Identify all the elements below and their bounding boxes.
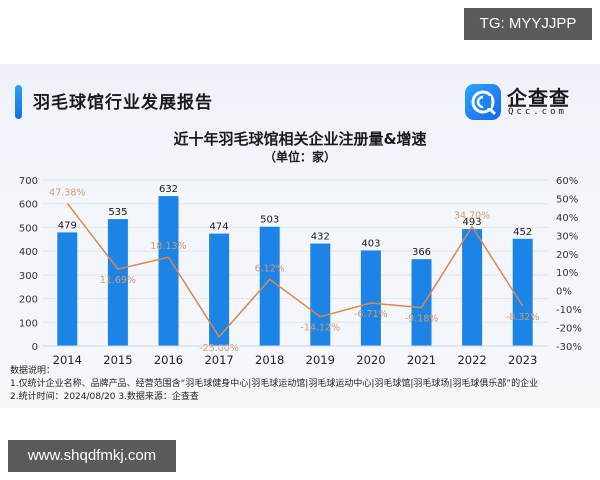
watermark-bottom: www.shqdfmkj.com [8, 440, 176, 472]
combo-chart: 0 100 200 300 400 500 600 700 -30% -20% -10% 0% 10% 2… [19, 176, 582, 364]
report-card: 羽毛球馆行业发展报告 企查查 Qcc.com 近十年羽毛球馆相关企业注册量&增速… [0, 64, 600, 408]
bar [411, 259, 432, 346]
growth-rate-label: -6.71% [354, 309, 388, 320]
logo-subtext: Qcc.com [508, 107, 567, 117]
growth-rate-label: 18.13% [150, 241, 186, 252]
title-accent-bar [15, 85, 22, 119]
bar-value-label: 493 [463, 217, 482, 228]
growth-line [66, 202, 524, 339]
x-axis-year-label: 2021 [407, 353, 436, 364]
bar [360, 250, 381, 346]
bar [158, 196, 179, 346]
bar-value-label: 432 [311, 232, 330, 243]
logo-name: 企查查 [507, 86, 570, 110]
left-axis-tick: 100 [19, 318, 38, 329]
bar [512, 238, 533, 346]
bar-value-label: 632 [159, 184, 178, 195]
data-notes: 数据说明： 1.仅统计企业名称、品牌产品、经营范围含“羽毛球健身中心|羽毛球运动… [10, 365, 538, 404]
right-axis-tick: 60% [556, 176, 578, 187]
right-axis-tick: 50% [556, 194, 578, 205]
growth-rate-label: 34.70% [454, 211, 490, 222]
x-axis-year-label: 2014 [53, 353, 82, 364]
watermark-top: TG: MYYJJPP [464, 8, 592, 40]
x-axis-year-label: 2022 [457, 353, 486, 364]
left-axis-tick: 700 [19, 176, 38, 187]
growth-rate-label: 6.12% [255, 263, 285, 274]
report-title: 羽毛球馆行业发展报告 [33, 93, 213, 113]
right-axis-tick: -30% [556, 342, 582, 353]
growth-rate-label: -14.12% [300, 323, 340, 334]
right-axis-tick: -10% [556, 305, 582, 316]
growth-rate-label: -25.00% [199, 343, 239, 354]
bar-value-label: 479 [58, 220, 77, 231]
x-axis-year-label: 2018 [255, 353, 284, 364]
growth-rate-label: 11.69% [100, 275, 136, 286]
left-axis-tick: 300 [19, 271, 38, 282]
bar [259, 226, 280, 346]
bar [462, 229, 483, 346]
bar [310, 243, 331, 346]
left-axis-tick: 200 [19, 295, 38, 306]
qcc-logo: 企查查 Qcc.com [465, 84, 585, 124]
bar [209, 233, 230, 346]
x-axis-year-label: 2019 [306, 353, 335, 364]
bar [57, 232, 78, 346]
bar-value-label: 535 [108, 207, 127, 218]
x-axis-year-label: 2023 [508, 353, 537, 364]
bar-value-label: 452 [513, 227, 532, 238]
left-axis-tick: 400 [19, 247, 38, 258]
notes-heading: 数据说明： [10, 366, 56, 376]
bar-value-label: 403 [361, 238, 380, 249]
chart-title: 近十年羽毛球馆相关企业注册量&增速 [173, 130, 427, 148]
notes-line-2: 2.统计时间：2024/08/20 3.数据来源：企查查 [10, 392, 199, 402]
right-axis-tick: 40% [556, 213, 578, 224]
chart-unit: （单位：家） [263, 150, 336, 164]
bar [107, 219, 128, 346]
growth-rate-label: 47.38% [49, 187, 85, 198]
notes-line-1: 1.仅统计企业名称、品牌产品、经营范围含“羽毛球健身中心|羽毛球运动馆|羽毛球运… [10, 379, 539, 389]
right-axis-tick: 0% [556, 287, 572, 298]
right-axis-tick: -20% [556, 324, 582, 335]
bar-value-label: 474 [210, 222, 229, 233]
growth-rate-label: -9.18% [405, 314, 439, 325]
qcc-logo-icon [465, 84, 501, 120]
bar-value-label: 503 [260, 215, 279, 226]
left-axis-tick: 0 [32, 342, 38, 353]
right-axis-tick: 30% [556, 231, 578, 242]
x-axis-year-label: 2020 [356, 353, 385, 364]
left-axis-tick: 500 [19, 223, 38, 234]
x-axis-year-label: 2016 [154, 353, 183, 364]
growth-rate-label: -8.32% [506, 312, 540, 323]
bar-value-label: 366 [412, 247, 431, 258]
left-axis-tick: 600 [19, 200, 38, 211]
right-axis-tick: 20% [556, 250, 578, 261]
right-axis-tick: 10% [556, 268, 578, 279]
x-axis-year-label: 2015 [103, 353, 132, 364]
x-axis-year-label: 2017 [204, 353, 233, 364]
